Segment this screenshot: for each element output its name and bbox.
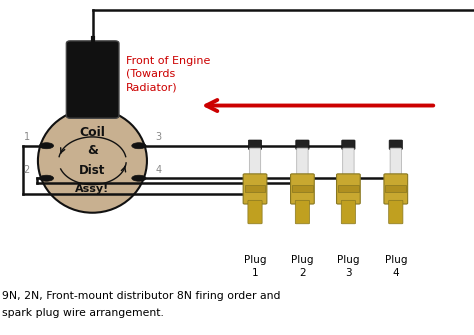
Text: Front of Engine
(Towards
Radiator): Front of Engine (Towards Radiator) [126, 56, 210, 92]
Text: 4: 4 [156, 165, 162, 175]
Ellipse shape [132, 175, 146, 181]
FancyBboxPatch shape [342, 140, 355, 149]
FancyBboxPatch shape [248, 140, 262, 149]
Text: Plug: Plug [384, 255, 407, 265]
FancyBboxPatch shape [296, 140, 309, 149]
FancyBboxPatch shape [389, 140, 402, 149]
Text: 3: 3 [156, 132, 162, 142]
Text: 1: 1 [24, 132, 29, 142]
Text: Coil: Coil [80, 126, 105, 139]
Text: 9N, 2N, Front-mount distributor 8N firing order and: 9N, 2N, Front-mount distributor 8N firin… [2, 291, 281, 302]
FancyBboxPatch shape [292, 185, 313, 192]
Text: Assy!: Assy! [75, 184, 109, 194]
Text: 2: 2 [299, 268, 306, 278]
Text: 1: 1 [252, 268, 258, 278]
Text: spark plug wire arrangement.: spark plug wire arrangement. [2, 308, 164, 318]
FancyBboxPatch shape [385, 185, 406, 192]
FancyBboxPatch shape [66, 41, 119, 118]
FancyBboxPatch shape [249, 148, 261, 180]
Text: 4: 4 [392, 268, 399, 278]
Ellipse shape [39, 175, 54, 181]
FancyBboxPatch shape [291, 174, 314, 204]
FancyBboxPatch shape [343, 148, 354, 180]
Ellipse shape [39, 143, 54, 149]
FancyBboxPatch shape [390, 148, 401, 180]
FancyBboxPatch shape [295, 200, 310, 224]
FancyBboxPatch shape [243, 174, 267, 204]
FancyBboxPatch shape [389, 200, 403, 224]
Text: Plug: Plug [337, 255, 360, 265]
FancyBboxPatch shape [338, 185, 359, 192]
FancyBboxPatch shape [384, 174, 408, 204]
FancyBboxPatch shape [297, 148, 308, 180]
Text: 3: 3 [345, 268, 352, 278]
Ellipse shape [132, 143, 146, 149]
Ellipse shape [38, 109, 147, 213]
FancyBboxPatch shape [341, 200, 356, 224]
FancyBboxPatch shape [245, 185, 265, 192]
Text: Dist: Dist [79, 164, 106, 177]
FancyBboxPatch shape [337, 174, 360, 204]
FancyBboxPatch shape [248, 200, 262, 224]
Text: Plug: Plug [291, 255, 314, 265]
Text: Plug: Plug [244, 255, 266, 265]
Text: &: & [87, 144, 98, 157]
Text: 2: 2 [23, 165, 30, 175]
